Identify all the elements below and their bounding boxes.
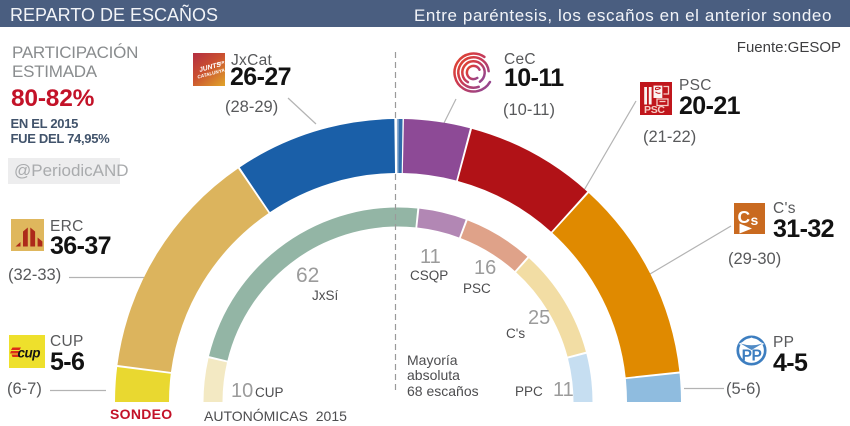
svg-text:PP: PP — [742, 348, 762, 365]
svg-text:C: C — [738, 207, 751, 227]
svg-text:PSC: PSC — [644, 104, 665, 115]
svg-text:PER: PER — [217, 60, 225, 66]
svg-text:s: s — [751, 212, 759, 228]
svg-text:cup: cup — [18, 346, 41, 361]
